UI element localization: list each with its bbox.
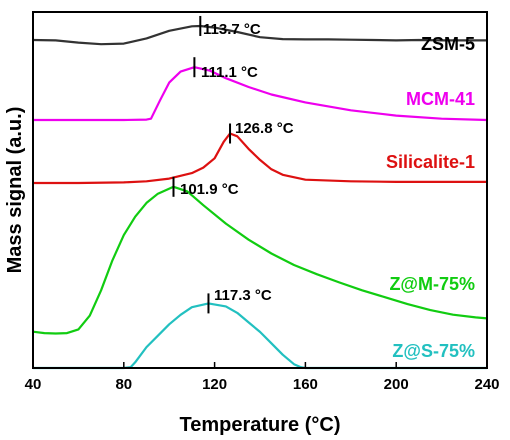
plot-frame xyxy=(32,11,488,369)
series-labels-layer: ZSM-5 MCM-41 Silicalite-1 Z@M-75% Z@S-75% xyxy=(386,34,475,361)
peak-label-z-s-75: 117.3 °C xyxy=(214,287,272,304)
series-label-zsm-5: ZSM-5 xyxy=(421,34,475,54)
x-tick-label: 200 xyxy=(384,376,409,393)
curves-layer xyxy=(32,24,488,370)
series-label-silicalite-1: Silicalite-1 xyxy=(386,152,475,172)
x-tick-label: 240 xyxy=(474,376,499,393)
curve-zsm-5 xyxy=(32,24,487,46)
series-label-z-s-75: Z@S-75% xyxy=(392,341,475,361)
curve-silicalite-1 xyxy=(33,132,487,185)
x-tick-label: 40 xyxy=(25,376,42,393)
x-tick-label: 80 xyxy=(115,376,132,393)
x-tick-label: 160 xyxy=(293,376,318,393)
peak-label-silicalite-1: 126.8 °C xyxy=(235,120,294,137)
series-label-z-m-75: Z@M-75% xyxy=(389,274,475,294)
peak-label-zsm-5: 113.7 °C xyxy=(203,21,261,38)
y-axis-title: Mass signal (a.u.) xyxy=(4,107,26,274)
peak-markers-layer: 113.7 °C 111.1 °C 126.8 °C 101.9 °C 117.3 °C xyxy=(172,15,294,314)
x-axis-ticks: 40 80 120 160 200 240 xyxy=(25,362,500,393)
series-label-mcm-41: MCM-41 xyxy=(406,89,475,109)
curve-z-m-75 xyxy=(32,185,488,335)
x-axis-title: Temperature (°C) xyxy=(180,414,341,436)
peak-label-mcm-41: 111.1 °C xyxy=(201,64,258,81)
x-tick-label: 120 xyxy=(202,376,227,393)
peak-label-z-m-75: 101.9 °C xyxy=(180,181,239,198)
curve-mcm-41 xyxy=(33,66,488,122)
